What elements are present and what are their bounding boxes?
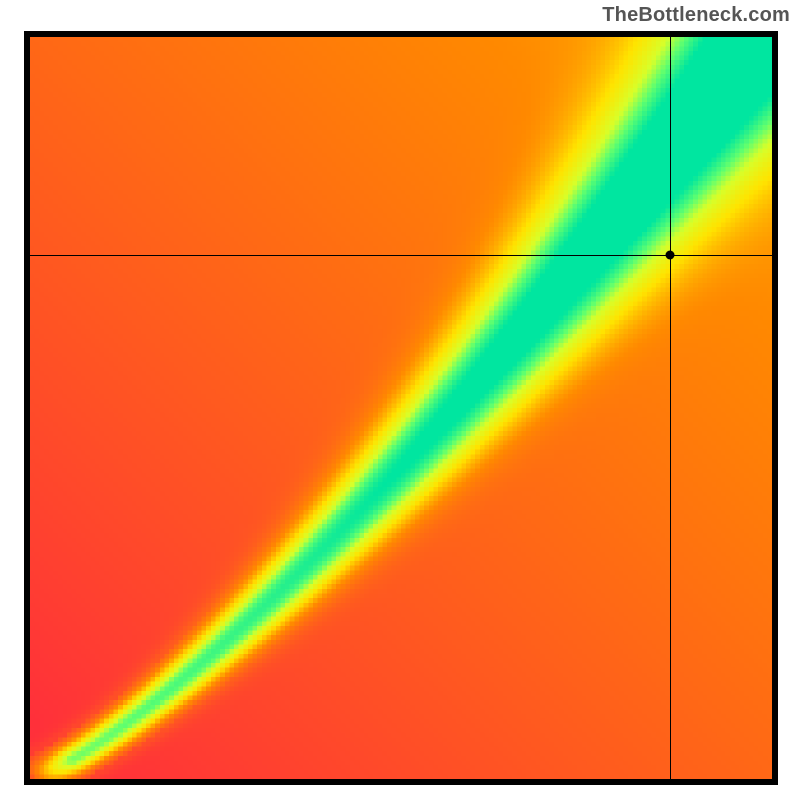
watermark-text: TheBottleneck.com: [602, 4, 790, 27]
crosshair-vertical: [670, 31, 671, 785]
crosshair-marker: [666, 251, 675, 260]
plot-frame: [24, 31, 778, 785]
chart-container: TheBottleneck.com: [0, 0, 800, 800]
